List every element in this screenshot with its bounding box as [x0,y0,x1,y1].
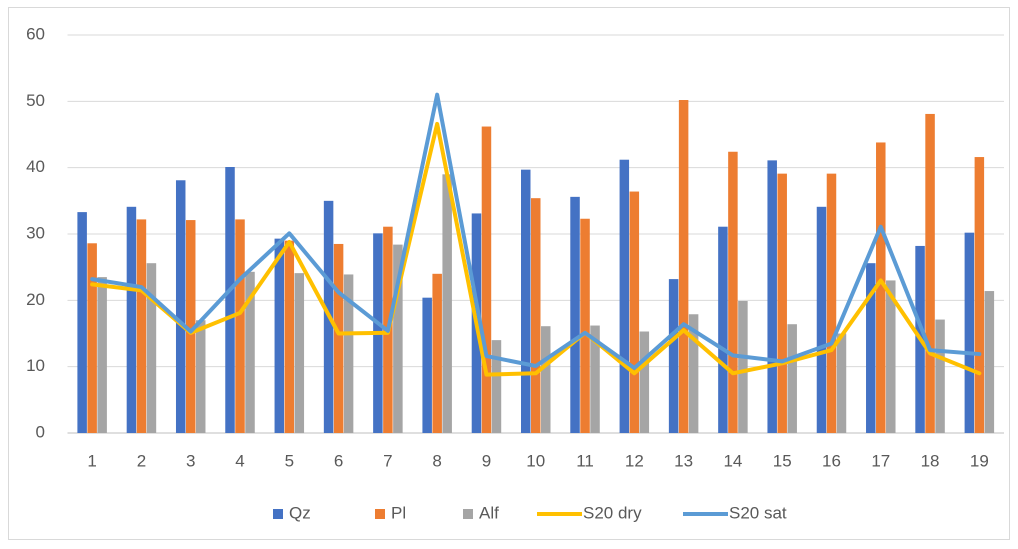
bar [87,243,97,433]
legend-swatch [463,509,473,519]
y-tick-label: 50 [26,91,45,110]
y-tick-label: 30 [26,223,45,242]
bar [235,219,245,433]
y-tick-label: 20 [26,290,45,309]
bar [195,320,206,433]
bar [816,206,827,433]
bar [964,232,975,433]
bar [738,300,748,433]
line-series [90,121,982,377]
legend-swatch [273,509,283,519]
bar [619,159,630,433]
y-tick-label: 10 [26,356,45,375]
x-tick-label: 18 [921,451,940,470]
x-tick-label: 8 [432,451,441,470]
x-tick-label: 17 [871,451,890,470]
bar [688,314,699,433]
bar [629,191,640,433]
bar [728,151,738,433]
x-tick-label: 4 [235,451,244,470]
y-tick-label: 40 [26,157,45,176]
bar [185,220,196,433]
x-tick-label: 14 [723,451,742,470]
bar [777,173,787,434]
bar [481,126,492,433]
bar [136,219,147,433]
bar [935,319,945,433]
x-tick-label: 2 [137,451,146,470]
chart-frame [8,7,1010,540]
bar [826,173,837,434]
bar [639,331,650,433]
y-tick-label: 0 [36,422,45,441]
legend-label: Pl [391,503,406,522]
x-tick-label: 6 [334,451,343,470]
x-tick-label: 13 [674,451,693,470]
bar [284,240,295,433]
x-tick-label: 16 [822,451,841,470]
bar [294,273,305,433]
legend-label: S20 sat [729,503,787,522]
bar [787,324,797,433]
legend-swatch [375,509,385,519]
line-series [90,92,982,370]
bar [97,277,107,433]
bar [491,340,502,433]
bar [570,196,580,433]
bar [432,273,442,433]
bar [886,280,896,433]
bar [580,218,590,433]
bar [225,167,235,433]
x-tick-label: 9 [482,451,491,470]
bar [77,212,87,433]
bar [590,325,600,433]
bar [876,142,886,433]
bar [767,160,777,433]
legend-label: Qz [289,503,311,522]
bar [274,238,285,433]
bar [836,333,847,433]
bar [343,274,354,433]
bar [442,174,452,434]
legend-label: S20 dry [583,503,642,522]
x-tick-label: 7 [383,451,392,470]
bar [974,157,985,433]
x-tick-label: 12 [625,451,644,470]
bar [531,198,541,433]
bar [718,226,728,433]
bar [984,291,995,433]
bar [393,244,403,433]
bar [678,100,689,434]
x-tick-label: 15 [773,451,792,470]
bar [146,263,157,433]
x-tick-label: 1 [87,451,96,470]
bar [333,243,344,433]
x-tick-label: 5 [285,451,294,470]
bar [668,279,679,433]
x-tick-label: 10 [526,451,545,470]
bar [245,271,255,433]
bar [541,326,551,433]
x-tick-label: 11 [576,451,594,470]
y-tick-label: 60 [26,24,45,43]
bar [422,297,432,433]
bar [126,206,137,433]
x-tick-label: 19 [970,451,989,470]
legend-label: Alf [479,503,499,522]
bar [175,180,186,433]
x-tick-label: 3 [186,451,195,470]
bar [521,169,531,433]
bar [925,113,935,433]
bar [866,263,876,433]
